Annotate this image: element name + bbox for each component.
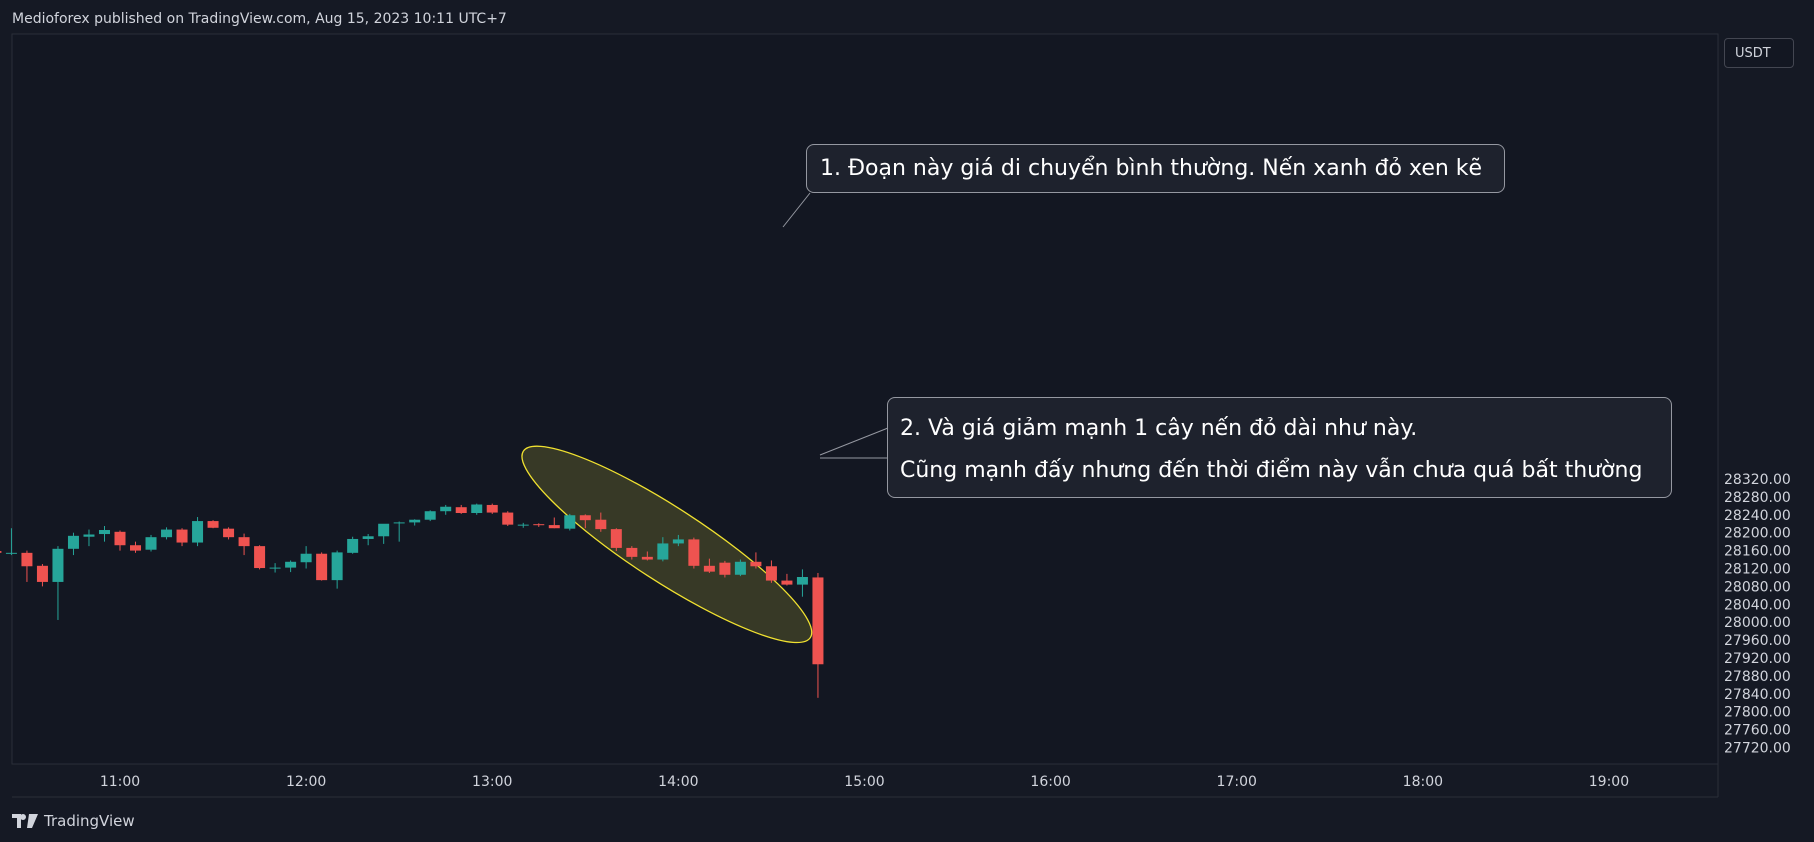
candle-body bbox=[657, 543, 669, 560]
candle-body bbox=[688, 539, 700, 566]
annotation-note-2-line-1: 2. Và giá giảm mạnh 1 cây nến đỏ dài như… bbox=[900, 416, 1418, 441]
publisher-header: Medioforex published on TradingView.com,… bbox=[12, 11, 507, 27]
candle-body bbox=[285, 561, 297, 568]
candle-body bbox=[765, 566, 777, 581]
footer-brand-label: TradingView bbox=[44, 812, 135, 830]
price-tick-label: 27760.00 bbox=[1724, 723, 1791, 739]
candle-body bbox=[0, 551, 2, 553]
candle-body bbox=[161, 529, 173, 538]
candle-body bbox=[300, 553, 312, 563]
price-tick-label: 28320.00 bbox=[1724, 472, 1791, 488]
time-tick-label: 17:00 bbox=[1217, 774, 1257, 790]
candle-body bbox=[750, 561, 762, 567]
candle-body bbox=[440, 506, 452, 512]
note-1-connector bbox=[782, 192, 811, 228]
price-tick-label: 28040.00 bbox=[1724, 597, 1791, 613]
candle-body bbox=[719, 562, 731, 575]
candle-body bbox=[610, 529, 622, 548]
time-tick-label: 16:00 bbox=[1030, 774, 1070, 790]
candle-body bbox=[114, 531, 126, 546]
price-tick-label: 28000.00 bbox=[1724, 615, 1791, 631]
price-tick-label: 28200.00 bbox=[1724, 526, 1791, 542]
candle-body bbox=[455, 507, 467, 514]
annotation-note-2-line-2: Cũng mạnh đấy nhưng đến thời điểm này vẫ… bbox=[900, 458, 1643, 483]
currency-selector[interactable]: USDT bbox=[1724, 38, 1794, 68]
price-tick-label: 28240.00 bbox=[1724, 508, 1791, 524]
candle-body bbox=[316, 553, 328, 581]
footer-brand[interactable]: TradingView bbox=[12, 808, 135, 834]
tradingview-logo-icon bbox=[12, 814, 38, 828]
candle-body bbox=[641, 556, 653, 560]
candle-body bbox=[67, 535, 79, 549]
candle-body bbox=[626, 547, 638, 557]
price-axis[interactable]: 28320.00 28280.00 28240.00 28200.00 28160.00… bbox=[1724, 472, 1791, 757]
time-tick-label: 18:00 bbox=[1403, 774, 1443, 790]
price-tick-label: 27800.00 bbox=[1724, 705, 1791, 721]
candle-body bbox=[269, 567, 281, 569]
price-tick-label: 27720.00 bbox=[1724, 741, 1791, 757]
candle-body bbox=[548, 525, 560, 529]
price-tick-label: 27840.00 bbox=[1724, 687, 1791, 703]
candle-body bbox=[502, 512, 514, 525]
candle-body bbox=[579, 515, 591, 521]
candle-body bbox=[595, 519, 607, 530]
candle-body bbox=[21, 552, 33, 567]
candle-body bbox=[564, 515, 576, 529]
candle-body bbox=[36, 565, 48, 582]
annotation-connectors bbox=[782, 192, 889, 459]
candle-body bbox=[486, 504, 498, 513]
candle-body bbox=[471, 504, 483, 514]
candle-body bbox=[331, 552, 343, 581]
time-tick-label: 14:00 bbox=[658, 774, 698, 790]
time-tick-label: 11:00 bbox=[100, 774, 140, 790]
annotation-note-2[interactable]: 2. Và giá giảm mạnh 1 cây nến đỏ dài như… bbox=[887, 397, 1672, 498]
price-tick-label: 27880.00 bbox=[1724, 669, 1791, 685]
candle-body bbox=[533, 524, 545, 526]
candle-body bbox=[176, 529, 188, 543]
candle-body bbox=[517, 524, 529, 526]
candle-body bbox=[703, 565, 715, 572]
candle-body bbox=[254, 546, 266, 569]
candle-body bbox=[812, 577, 824, 665]
price-tick-label: 28280.00 bbox=[1724, 490, 1791, 506]
candles-layer bbox=[0, 503, 824, 698]
price-tick-label: 28080.00 bbox=[1724, 579, 1791, 595]
note-2-connector bbox=[819, 427, 889, 459]
time-tick-label: 19:00 bbox=[1589, 774, 1629, 790]
candle-body bbox=[672, 539, 684, 544]
candle-body bbox=[145, 537, 157, 550]
candle-body bbox=[5, 552, 17, 554]
candle-body bbox=[393, 522, 405, 524]
candle-body bbox=[362, 536, 374, 539]
time-tick-label: 12:00 bbox=[286, 774, 326, 790]
price-tick-label: 27920.00 bbox=[1724, 651, 1791, 667]
candle-body bbox=[781, 580, 793, 585]
candle-body bbox=[52, 548, 64, 582]
candle-body bbox=[409, 519, 421, 523]
candle-body bbox=[223, 528, 235, 538]
annotation-note-1[interactable]: 1. Đoạn này giá di chuyển bình thường. N… bbox=[806, 144, 1505, 193]
candle-body bbox=[424, 511, 436, 520]
candle-body bbox=[98, 530, 110, 535]
price-tick-label: 27960.00 bbox=[1724, 633, 1791, 649]
candle-body bbox=[734, 561, 746, 575]
candle-body bbox=[83, 534, 95, 537]
price-tick-label: 28120.00 bbox=[1724, 562, 1791, 578]
candle-body bbox=[238, 537, 250, 547]
candle-body bbox=[796, 577, 808, 585]
time-tick-label: 13:00 bbox=[472, 774, 512, 790]
price-tick-label: 28160.00 bbox=[1724, 544, 1791, 560]
candle-body bbox=[192, 521, 204, 543]
time-tick-label: 15:00 bbox=[844, 774, 884, 790]
candle-body bbox=[207, 521, 219, 528]
time-axis[interactable]: 11:00 12:00 13:00 14:00 15:00 16:00 17:00 18:00… bbox=[100, 774, 1629, 790]
candle-body bbox=[130, 545, 142, 551]
candle-body bbox=[347, 538, 359, 553]
candle-body bbox=[378, 523, 390, 537]
